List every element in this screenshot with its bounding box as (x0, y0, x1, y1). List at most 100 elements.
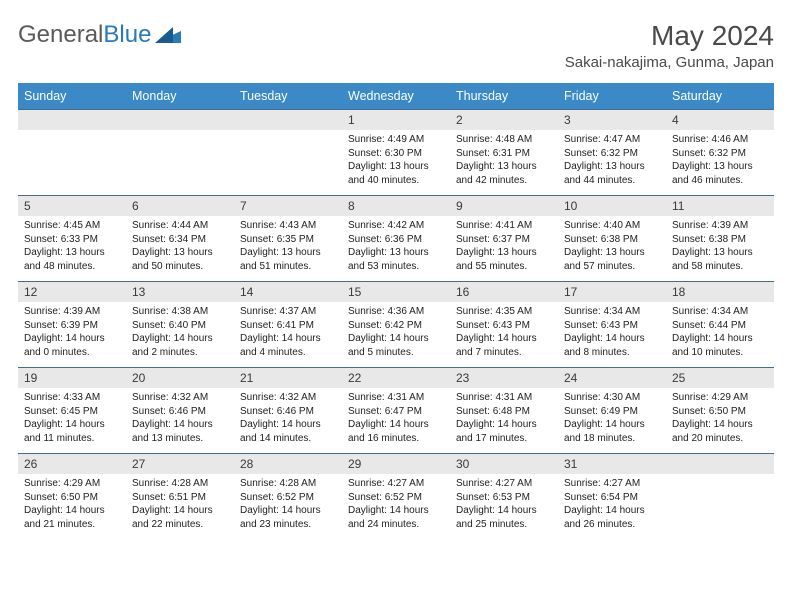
day-number: 3 (558, 110, 666, 130)
day-content: Sunrise: 4:42 AMSunset: 6:36 PMDaylight:… (342, 216, 450, 281)
daylight-line1: Daylight: 13 hours (456, 160, 552, 174)
daylight-line2: and 22 minutes. (132, 518, 228, 532)
day-cell: 22Sunrise: 4:31 AMSunset: 6:47 PMDayligh… (342, 368, 450, 454)
daylight-line1: Daylight: 14 hours (456, 332, 552, 346)
sunrise-text: Sunrise: 4:39 AM (24, 305, 120, 319)
dow-row: Sunday Monday Tuesday Wednesday Thursday… (18, 83, 774, 110)
sunrise-text: Sunrise: 4:44 AM (132, 219, 228, 233)
brand-part1: General (18, 21, 103, 49)
day-number: 16 (450, 282, 558, 302)
day-content: Sunrise: 4:35 AMSunset: 6:43 PMDaylight:… (450, 302, 558, 367)
daylight-line2: and 16 minutes. (348, 432, 444, 446)
day-cell: 11Sunrise: 4:39 AMSunset: 6:38 PMDayligh… (666, 196, 774, 282)
daylight-line2: and 44 minutes. (564, 174, 660, 188)
day-number: 20 (126, 368, 234, 388)
day-cell: 12Sunrise: 4:39 AMSunset: 6:39 PMDayligh… (18, 282, 126, 368)
day-content: Sunrise: 4:27 AMSunset: 6:52 PMDaylight:… (342, 474, 450, 539)
day-content: Sunrise: 4:36 AMSunset: 6:42 PMDaylight:… (342, 302, 450, 367)
sunset-text: Sunset: 6:43 PM (564, 319, 660, 333)
day-cell: 31Sunrise: 4:27 AMSunset: 6:54 PMDayligh… (558, 454, 666, 540)
daylight-line2: and 53 minutes. (348, 260, 444, 274)
sunset-text: Sunset: 6:51 PM (132, 491, 228, 505)
sunrise-text: Sunrise: 4:28 AM (240, 477, 336, 491)
daylight-line2: and 10 minutes. (672, 346, 768, 360)
daylight-line2: and 46 minutes. (672, 174, 768, 188)
sunrise-text: Sunrise: 4:28 AM (132, 477, 228, 491)
month-title: May 2024 (565, 20, 774, 52)
day-number: 5 (18, 196, 126, 216)
sunrise-text: Sunrise: 4:49 AM (348, 133, 444, 147)
daylight-line1: Daylight: 14 hours (24, 332, 120, 346)
day-cell: 24Sunrise: 4:30 AMSunset: 6:49 PMDayligh… (558, 368, 666, 454)
day-content: Sunrise: 4:49 AMSunset: 6:30 PMDaylight:… (342, 130, 450, 195)
sunrise-text: Sunrise: 4:27 AM (564, 477, 660, 491)
day-number: 12 (18, 282, 126, 302)
day-content: Sunrise: 4:34 AMSunset: 6:43 PMDaylight:… (558, 302, 666, 367)
sunrise-text: Sunrise: 4:31 AM (456, 391, 552, 405)
sunrise-text: Sunrise: 4:33 AM (24, 391, 120, 405)
day-content: Sunrise: 4:27 AMSunset: 6:54 PMDaylight:… (558, 474, 666, 539)
sunset-text: Sunset: 6:47 PM (348, 405, 444, 419)
day-cell: 2Sunrise: 4:48 AMSunset: 6:31 PMDaylight… (450, 110, 558, 196)
sunrise-text: Sunrise: 4:36 AM (348, 305, 444, 319)
day-number: 10 (558, 196, 666, 216)
dow-sat: Saturday (666, 83, 774, 110)
daylight-line1: Daylight: 14 hours (348, 504, 444, 518)
daylight-line2: and 4 minutes. (240, 346, 336, 360)
daylight-line2: and 23 minutes. (240, 518, 336, 532)
sunrise-text: Sunrise: 4:30 AM (564, 391, 660, 405)
sunset-text: Sunset: 6:36 PM (348, 233, 444, 247)
day-cell: 17Sunrise: 4:34 AMSunset: 6:43 PMDayligh… (558, 282, 666, 368)
day-cell: 6Sunrise: 4:44 AMSunset: 6:34 PMDaylight… (126, 196, 234, 282)
sunset-text: Sunset: 6:41 PM (240, 319, 336, 333)
daylight-line2: and 13 minutes. (132, 432, 228, 446)
day-number: 29 (342, 454, 450, 474)
sunset-text: Sunset: 6:31 PM (456, 147, 552, 161)
day-cell: 1Sunrise: 4:49 AMSunset: 6:30 PMDaylight… (342, 110, 450, 196)
daylight-line2: and 7 minutes. (456, 346, 552, 360)
sunrise-text: Sunrise: 4:42 AM (348, 219, 444, 233)
day-cell: 10Sunrise: 4:40 AMSunset: 6:38 PMDayligh… (558, 196, 666, 282)
sunrise-text: Sunrise: 4:31 AM (348, 391, 444, 405)
day-cell: 19Sunrise: 4:33 AMSunset: 6:45 PMDayligh… (18, 368, 126, 454)
day-content: Sunrise: 4:43 AMSunset: 6:35 PMDaylight:… (234, 216, 342, 281)
header: GeneralBlue May 2024 Sakai-nakajima, Gun… (18, 20, 774, 71)
day-cell: 13Sunrise: 4:38 AMSunset: 6:40 PMDayligh… (126, 282, 234, 368)
day-content (18, 130, 126, 184)
sunrise-text: Sunrise: 4:39 AM (672, 219, 768, 233)
dow-thu: Thursday (450, 83, 558, 110)
day-content: Sunrise: 4:34 AMSunset: 6:44 PMDaylight:… (666, 302, 774, 367)
day-cell: 20Sunrise: 4:32 AMSunset: 6:46 PMDayligh… (126, 368, 234, 454)
day-number: 1 (342, 110, 450, 130)
sunset-text: Sunset: 6:38 PM (564, 233, 660, 247)
day-content (666, 474, 774, 528)
daylight-line2: and 2 minutes. (132, 346, 228, 360)
day-number: 7 (234, 196, 342, 216)
day-number: 18 (666, 282, 774, 302)
day-number (18, 110, 126, 130)
sunset-text: Sunset: 6:53 PM (456, 491, 552, 505)
day-number: 2 (450, 110, 558, 130)
dow-fri: Friday (558, 83, 666, 110)
daylight-line2: and 57 minutes. (564, 260, 660, 274)
day-number: 28 (234, 454, 342, 474)
daylight-line1: Daylight: 14 hours (24, 418, 120, 432)
dow-mon: Monday (126, 83, 234, 110)
day-cell: 26Sunrise: 4:29 AMSunset: 6:50 PMDayligh… (18, 454, 126, 540)
day-cell: 25Sunrise: 4:29 AMSunset: 6:50 PMDayligh… (666, 368, 774, 454)
day-number: 24 (558, 368, 666, 388)
sunset-text: Sunset: 6:52 PM (348, 491, 444, 505)
sunset-text: Sunset: 6:30 PM (348, 147, 444, 161)
sunset-text: Sunset: 6:32 PM (564, 147, 660, 161)
day-cell: 29Sunrise: 4:27 AMSunset: 6:52 PMDayligh… (342, 454, 450, 540)
day-number: 15 (342, 282, 450, 302)
day-content: Sunrise: 4:28 AMSunset: 6:51 PMDaylight:… (126, 474, 234, 539)
sunset-text: Sunset: 6:43 PM (456, 319, 552, 333)
brand-logo: GeneralBlue (18, 20, 181, 50)
sunrise-text: Sunrise: 4:41 AM (456, 219, 552, 233)
sunrise-text: Sunrise: 4:34 AM (672, 305, 768, 319)
daylight-line2: and 18 minutes. (564, 432, 660, 446)
daylight-line1: Daylight: 14 hours (564, 332, 660, 346)
daylight-line1: Daylight: 13 hours (348, 246, 444, 260)
day-number: 17 (558, 282, 666, 302)
